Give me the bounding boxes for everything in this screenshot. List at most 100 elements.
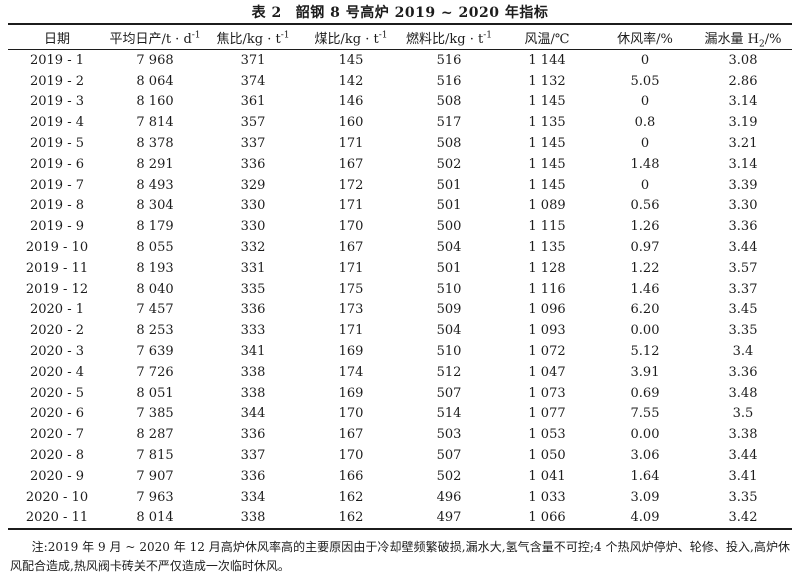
table-row: 2019 - 11 8 193 331 171 501 1 128 1.22 3.57: [8, 258, 792, 279]
table-cell-date: 2019 - 10: [25, 240, 89, 256]
table-cell-avg-daily-output: 7 968: [136, 52, 174, 68]
table-cell-downtime-rate: 7.55: [630, 406, 660, 422]
table-cell-fuel-ratio: 502: [436, 468, 462, 484]
table-cell-avg-daily-output: 7 815: [136, 448, 174, 464]
table-row: 2020 - 9 7 907 336 166 502 1 041 1.64 3.41: [8, 466, 792, 487]
table-cell-downtime-rate: 0: [640, 136, 650, 152]
table-cell-blast-temperature: 1 115: [528, 219, 566, 235]
table-cell-downtime-rate: 1.46: [630, 281, 660, 297]
table-cell-date: 2020 - 10: [25, 489, 89, 505]
table-cell-coke-ratio: 336: [240, 156, 266, 172]
table-cell-blast-temperature: 1 145: [528, 156, 566, 172]
table-cell-avg-daily-output: 7 726: [136, 364, 174, 380]
table-cell-coke-ratio: 329: [240, 177, 266, 193]
table-cell-coke-ratio: 361: [240, 94, 266, 110]
table-cell-date: 2019 - 9: [29, 219, 84, 235]
table-cell-blast-temperature: 1 072: [528, 344, 566, 360]
table-cell-date: 2020 - 1: [29, 302, 84, 318]
table-cell-date: 2020 - 4: [29, 364, 84, 380]
table-cell-coke-ratio: 337: [240, 448, 266, 464]
table-cell-blast-temperature: 1 135: [528, 240, 566, 256]
table-cell-fuel-ratio: 496: [436, 489, 462, 505]
table-cell-fuel-ratio: 500: [436, 219, 462, 235]
column-header-coke-ratio: 焦比/kg · t-1: [216, 30, 290, 47]
table-cell-coke-ratio: 338: [240, 385, 266, 401]
table-cell-avg-daily-output: 7 907: [136, 468, 174, 484]
table-cell-date: 2019 - 8: [29, 198, 84, 214]
table-cell-date: 2019 - 12: [25, 281, 89, 297]
table-cell-blast-temperature: 1 132: [528, 73, 566, 89]
data-table: 日期 平均日产/t · d-1 焦比/kg · t-1 煤比/kg · t-1 燃料比/…: [8, 23, 792, 531]
table-cell-coke-ratio: 332: [240, 240, 266, 256]
table-cell-downtime-rate: 5.05: [630, 73, 660, 89]
table-cell-downtime-rate: 1.22: [630, 260, 660, 276]
table-cell-downtime-rate: 0.8: [634, 115, 656, 131]
table-cell-coal-ratio: 172: [338, 177, 364, 193]
table-cell-fuel-ratio: 509: [436, 302, 462, 318]
table-cell-water-leakage-h2: 3.21: [728, 136, 758, 152]
table-row: 2020 - 2 8 253 333 171 504 1 093 0.00 3.35: [8, 320, 792, 341]
table-cell-water-leakage-h2: 3.57: [728, 260, 758, 276]
table-cell-coke-ratio: 336: [240, 302, 266, 318]
table-cell-blast-temperature: 1 128: [528, 260, 566, 276]
table-cell-water-leakage-h2: 3.36: [728, 219, 758, 235]
table-cell-date: 2019 - 11: [25, 260, 89, 276]
table-footnote: 注:2019 年 9 月 ~ 2020 年 12 月高炉休风率高的主要原因由于冷…: [10, 538, 790, 575]
table-cell-coal-ratio: 170: [338, 406, 364, 422]
table-cell-fuel-ratio: 502: [436, 156, 462, 172]
table-cell-avg-daily-output: 7 963: [136, 489, 174, 505]
table-cell-fuel-ratio: 508: [436, 136, 462, 152]
table-cell-avg-daily-output: 7 457: [136, 302, 174, 318]
table-cell-date: 2019 - 2: [29, 73, 84, 89]
table-cell-coal-ratio: 162: [338, 489, 364, 505]
table-cell-date: 2020 - 8: [29, 448, 84, 464]
table-cell-avg-daily-output: 8 055: [136, 240, 174, 256]
table-cell-avg-daily-output: 7 814: [136, 115, 174, 131]
table-cell-downtime-rate: 0: [640, 177, 650, 193]
table-cell-downtime-rate: 3.06: [630, 448, 660, 464]
table-cell-coal-ratio: 171: [338, 198, 364, 214]
table-cell-downtime-rate: 0.97: [630, 240, 660, 256]
table-cell-avg-daily-output: 8 014: [136, 510, 174, 526]
table-cell-coke-ratio: 374: [240, 73, 266, 89]
table-cell-avg-daily-output: 8 179: [136, 219, 174, 235]
table-cell-fuel-ratio: 507: [436, 385, 462, 401]
table-cell-fuel-ratio: 504: [436, 323, 462, 339]
table-cell-coal-ratio: 169: [338, 385, 364, 401]
table-cell-coke-ratio: 335: [240, 281, 266, 297]
table-cell-fuel-ratio: 510: [436, 344, 462, 360]
table-cell-downtime-rate: 0: [640, 52, 650, 68]
table-cell-coke-ratio: 336: [240, 468, 266, 484]
table-cell-date: 2019 - 4: [29, 115, 84, 131]
table-cell-avg-daily-output: 7 639: [136, 344, 174, 360]
table-cell-blast-temperature: 1 041: [528, 468, 566, 484]
table-row: 2020 - 4 7 726 338 174 512 1 047 3.91 3.36: [8, 362, 792, 383]
table-cell-fuel-ratio: 514: [436, 406, 462, 422]
table-cell-water-leakage-h2: 3.14: [728, 94, 758, 110]
table-cell-avg-daily-output: 8 064: [136, 73, 174, 89]
table-cell-blast-temperature: 1 144: [528, 52, 566, 68]
table-cell-coke-ratio: 334: [240, 489, 266, 505]
table-cell-blast-temperature: 1 093: [528, 323, 566, 339]
table-cell-coal-ratio: 160: [338, 115, 364, 131]
table-cell-water-leakage-h2: 3.42: [728, 510, 758, 526]
column-header-water-leakage-h2: 漏水量 H2/%: [704, 31, 782, 50]
table-cell-water-leakage-h2: 3.41: [728, 468, 758, 484]
table-cell-fuel-ratio: 501: [436, 177, 462, 193]
table-title: 表 2 韶钢 8 号高炉 2019 ~ 2020 年指标: [8, 4, 792, 23]
table-row: 2019 - 7 8 493 329 172 501 1 145 0 3.39: [8, 175, 792, 196]
table-cell-water-leakage-h2: 3.44: [728, 448, 758, 464]
table-row: 2020 - 5 8 051 338 169 507 1 073 0.69 3.48: [8, 383, 792, 404]
table-cell-coke-ratio: 337: [240, 136, 266, 152]
column-header-avg-daily-output: 平均日产/t · d-1: [109, 30, 201, 47]
table-cell-downtime-rate: 6.20: [630, 302, 660, 318]
table-cell-fuel-ratio: 501: [436, 260, 462, 276]
table-cell-downtime-rate: 5.12: [630, 344, 660, 360]
table-cell-date: 2019 - 3: [29, 94, 84, 110]
table-cell-coke-ratio: 333: [240, 323, 266, 339]
table-cell-date: 2020 - 7: [29, 427, 84, 443]
table-cell-blast-temperature: 1 096: [528, 302, 566, 318]
column-header-blast-temperature: 风温/℃: [524, 31, 570, 47]
table-cell-blast-temperature: 1 066: [528, 510, 566, 526]
table-cell-water-leakage-h2: 3.45: [728, 302, 758, 318]
